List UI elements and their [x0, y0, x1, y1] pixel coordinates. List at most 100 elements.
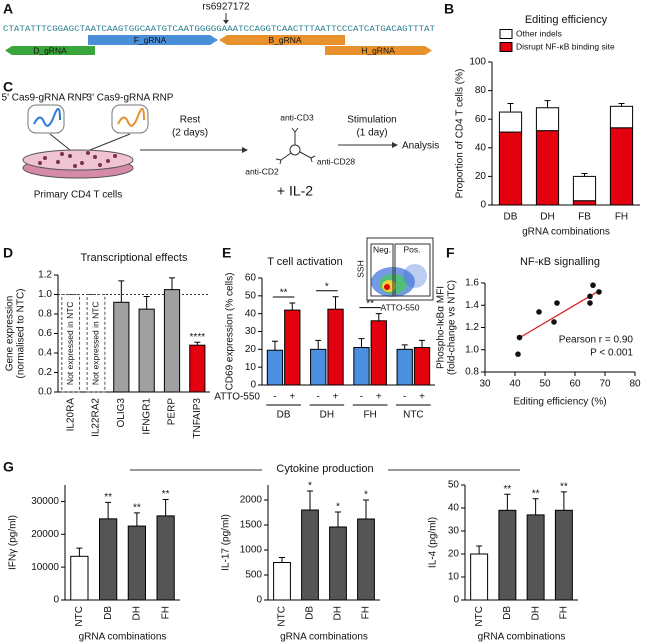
- x-tick-label: 80: [629, 379, 641, 390]
- y-tick-label: 0.0: [38, 387, 52, 398]
- bar-segment: [609, 105, 634, 129]
- y-tick-label: 100: [469, 57, 486, 68]
- error-bar: [507, 102, 514, 113]
- step-label: (1 day): [356, 128, 387, 139]
- y-tick-label: 0.6: [38, 328, 52, 339]
- bar: [413, 347, 431, 386]
- bar: [470, 553, 489, 601]
- inset-density: [403, 264, 427, 288]
- x-tick-label: DB: [277, 410, 291, 421]
- annotation: **: [280, 288, 288, 299]
- x-tick-label: FH: [361, 606, 372, 619]
- y-tick-label: 80: [475, 85, 487, 96]
- series-name: +: [376, 392, 382, 403]
- y-axis-label: IL-17 (pg/ml): [221, 514, 232, 571]
- y-tick-label: 10: [448, 572, 460, 583]
- annotation: **: [133, 503, 141, 514]
- annotation: **: [532, 488, 540, 499]
- x-tick-label: 60: [569, 379, 581, 390]
- bar: [327, 308, 344, 386]
- inset-axis-label: SSH: [355, 260, 365, 277]
- bar: [138, 308, 155, 393]
- y-tick-label: 0.4: [38, 348, 52, 359]
- x-tick-label: DH: [132, 606, 143, 620]
- trend-line: [517, 290, 600, 340]
- y-tick-label: 40: [448, 503, 460, 514]
- grna-label: H_gRNA: [361, 45, 395, 55]
- x-tick-label: IL22RA2: [91, 398, 102, 437]
- not-expressed-box: [61, 294, 81, 393]
- bar: [353, 347, 370, 386]
- y-tick-label: 0.8: [465, 367, 479, 378]
- point: [590, 282, 596, 289]
- panel-label: E: [222, 245, 231, 261]
- y-tick-label: 20: [245, 344, 257, 355]
- point: [536, 309, 542, 315]
- bar: [266, 349, 284, 386]
- chart-title: NF-κB signalling: [520, 256, 600, 268]
- error-bar: [76, 547, 83, 557]
- y-tick-label: 10: [245, 362, 257, 373]
- grna-arrow: [219, 35, 345, 45]
- bead: [289, 144, 301, 156]
- y-tick-label: 0: [480, 200, 486, 211]
- x-tick-label: IL20RA: [65, 398, 76, 432]
- y-tick-label: 0: [256, 595, 262, 606]
- annotation: *: [308, 481, 312, 492]
- error-bar: [560, 491, 567, 511]
- cells: [38, 151, 117, 168]
- legend-label: Disrupt NF-κB binding site: [516, 41, 615, 51]
- error-bar: [476, 545, 483, 554]
- y-tick-label: 40: [475, 142, 487, 153]
- x-axis-label: Editing efficiency (%): [513, 397, 606, 408]
- error-bar: [105, 501, 112, 519]
- error-bar: [143, 295, 150, 310]
- panel-label: G: [3, 459, 14, 475]
- annotation: *: [325, 281, 329, 292]
- point: [587, 300, 593, 306]
- x-tick-label: DH: [333, 606, 344, 620]
- bar: [310, 348, 327, 386]
- error-bar: [289, 302, 296, 311]
- inset-axis-label: ATTO-550: [381, 302, 420, 312]
- y-tick-label: 1.2: [38, 270, 52, 281]
- bar: [70, 555, 89, 601]
- error-bar: [363, 499, 369, 519]
- x-axis-label: gRNA combinations: [280, 632, 368, 643]
- error-bar: [375, 313, 382, 321]
- series-name: +: [289, 392, 295, 403]
- y-tick-label: 50: [448, 480, 460, 491]
- grna-label: F_gRNA: [134, 35, 167, 45]
- y-tick-label: 10000: [31, 562, 59, 573]
- y-axis-label: (fold-change vs NTC): [447, 280, 458, 375]
- x-axis-label: gRNA combinations: [478, 632, 566, 643]
- bar: [370, 320, 387, 386]
- bar: [554, 509, 573, 601]
- rnp-label: 3' Cas9-gRNA RNP: [87, 93, 174, 104]
- bar-segment: [498, 131, 523, 206]
- error-bar: [335, 511, 341, 527]
- point: [516, 334, 523, 341]
- step-label: (2 days): [172, 128, 208, 139]
- step-label: Rest: [180, 115, 201, 126]
- snp-label: rs6927172: [202, 2, 250, 13]
- y-tick-label: 30: [245, 326, 257, 337]
- series-name: -: [360, 392, 363, 403]
- x-tick-label: FH: [160, 606, 171, 619]
- y-tick-label: 1.0: [38, 289, 52, 300]
- error-bar: [194, 341, 201, 346]
- inset-gate: [370, 243, 394, 297]
- antibody-label: anti-CD28: [317, 156, 356, 166]
- legend-swatch: [499, 29, 513, 39]
- x-tick-label: NTC: [474, 606, 485, 627]
- series-name: -: [317, 392, 320, 403]
- series-label: ATTO-550: [214, 392, 260, 403]
- y-tick-label: 1500: [240, 520, 263, 531]
- error-bar: [544, 100, 551, 108]
- antibodies: [275, 127, 316, 165]
- bar: [329, 526, 347, 601]
- annotation: **: [366, 298, 374, 309]
- error-bar: [532, 498, 539, 515]
- snp-pointer-head: [223, 20, 229, 24]
